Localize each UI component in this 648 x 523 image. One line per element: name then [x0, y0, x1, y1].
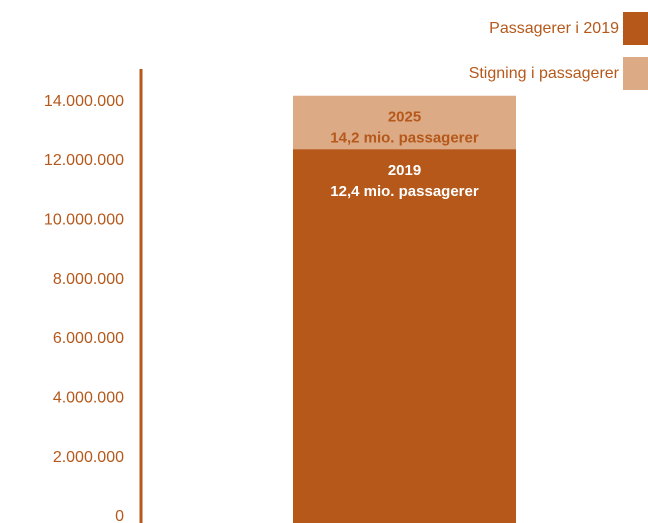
annotation-text: 12,4 mio. passagerer — [330, 183, 479, 200]
legend-label: Stigning i passagerer — [469, 65, 620, 82]
y-tick-label: 12.000.000 — [44, 152, 124, 169]
y-tick-label: 4.000.000 — [53, 390, 124, 407]
y-tick-label: 6.000.000 — [53, 330, 124, 347]
legend-swatch — [623, 12, 648, 45]
y-tick-label: 0 — [115, 508, 124, 523]
bar-segment — [293, 149, 516, 523]
annotation-text: 14,2 mio. passagerer — [330, 130, 479, 147]
y-tick-label: 2.000.000 — [53, 449, 124, 466]
legend-label: Passagerer i 2019 — [489, 20, 619, 37]
annotation-title: 2019 — [388, 162, 421, 179]
annotation-title: 2025 — [388, 109, 421, 126]
y-tick-label: 8.000.000 — [53, 271, 124, 288]
y-tick-label: 10.000.000 — [44, 212, 124, 229]
legend-swatch — [623, 57, 648, 90]
bar-segment — [293, 95, 516, 150]
y-tick-label: 14.000.000 — [44, 93, 124, 110]
